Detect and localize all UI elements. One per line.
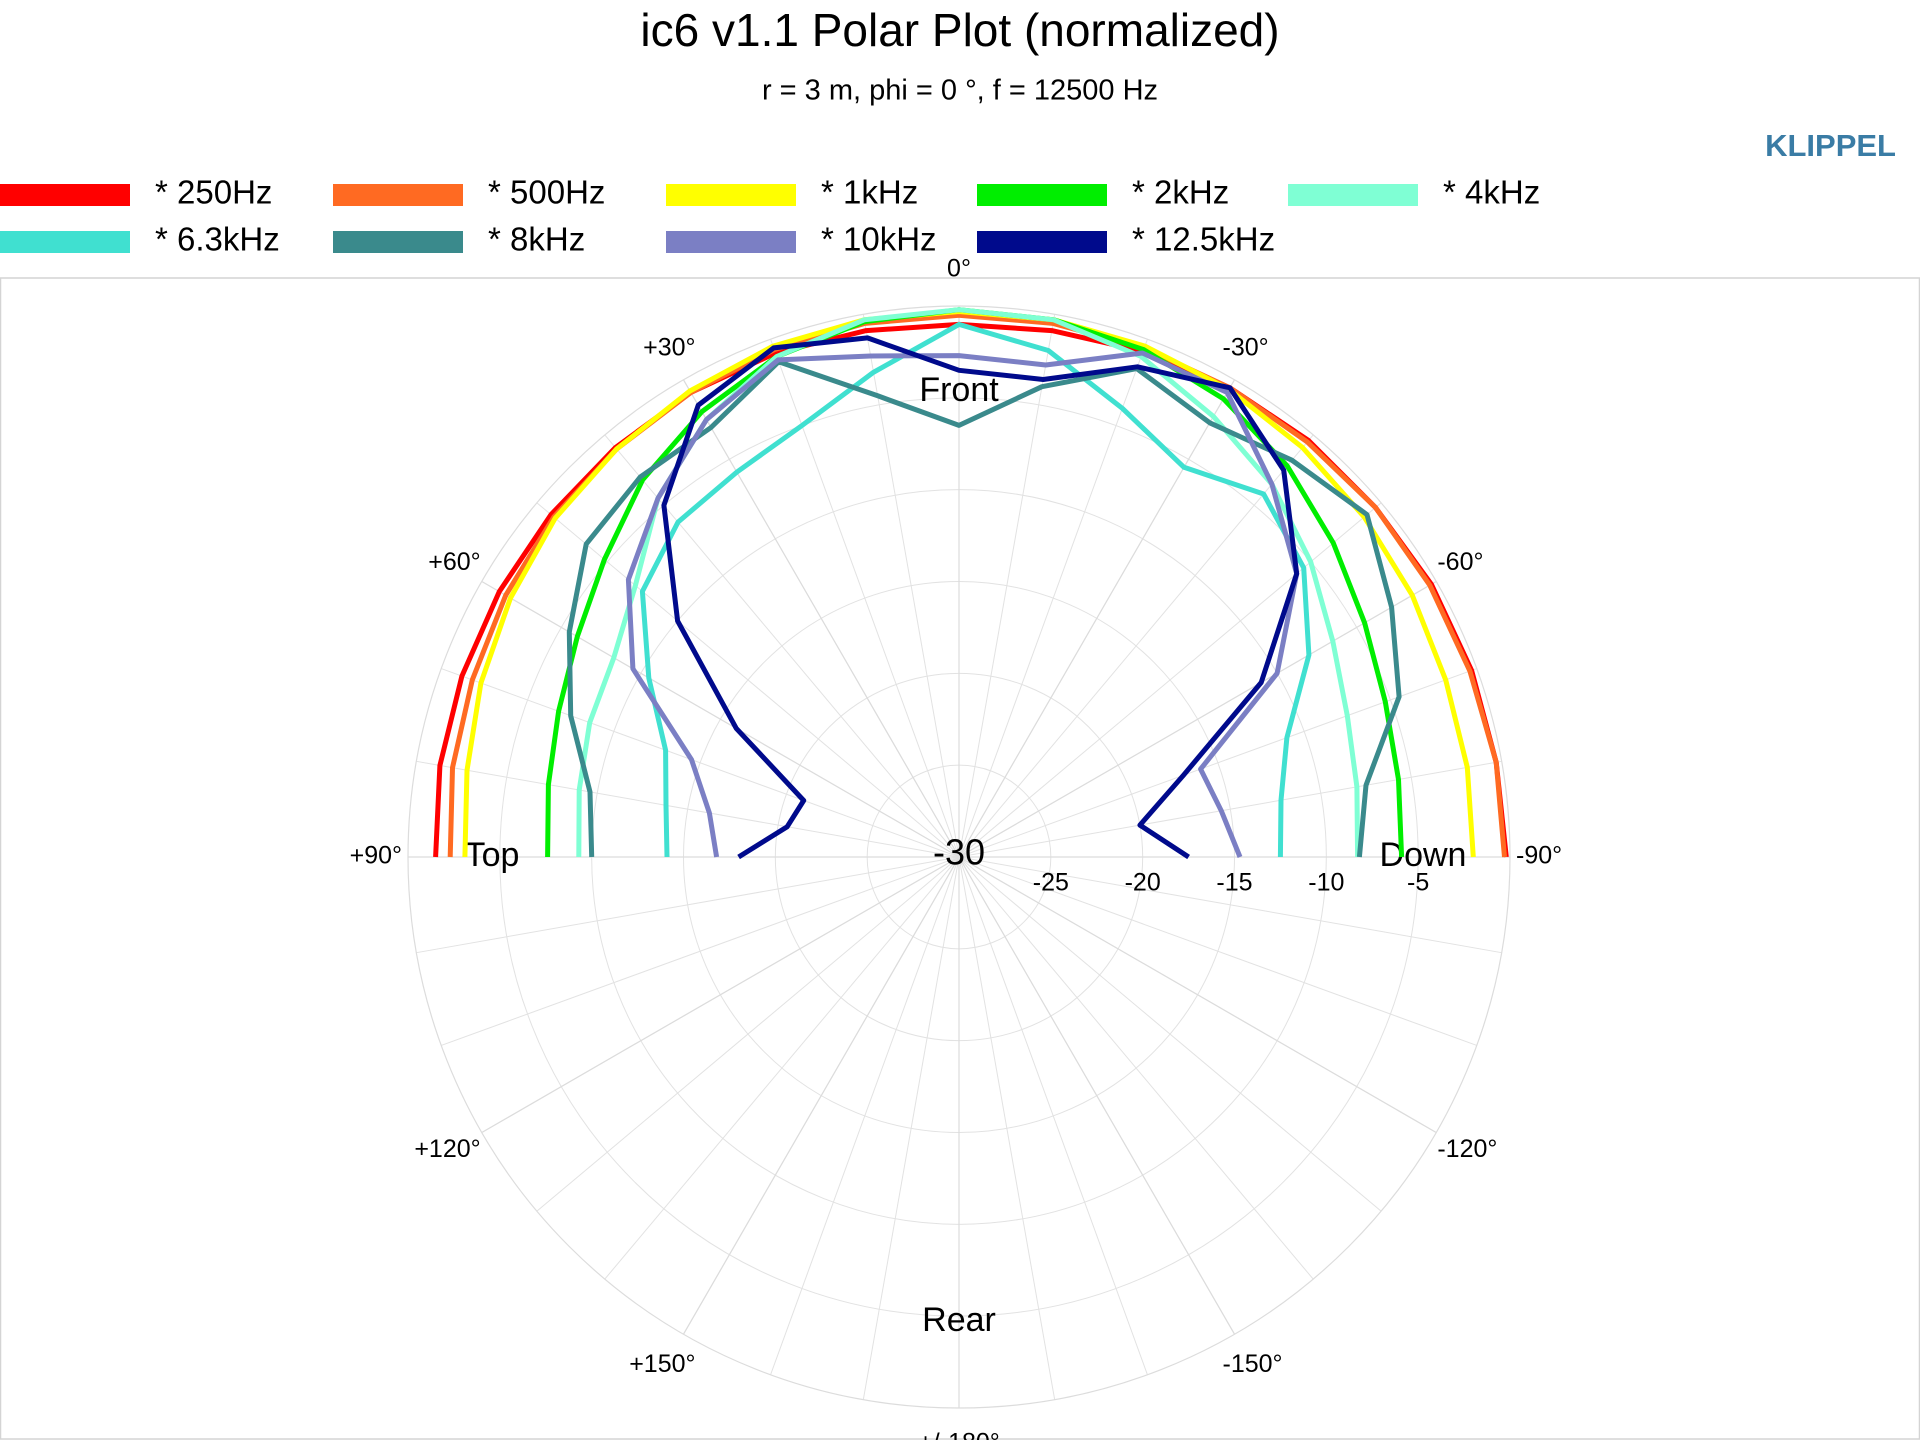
legend-swatch bbox=[333, 231, 463, 253]
series-line bbox=[447, 312, 1507, 858]
legend-label: * 4kHz bbox=[1443, 174, 1540, 211]
annotation-down: Down bbox=[1380, 836, 1467, 874]
series-line bbox=[639, 321, 1312, 858]
series-line bbox=[661, 335, 1300, 860]
grid-spoke bbox=[958, 379, 1236, 858]
radial-tick-label: -25 bbox=[1033, 869, 1069, 897]
radial-tick-label: -15 bbox=[1216, 869, 1252, 897]
legend-swatch bbox=[1288, 184, 1418, 206]
legend-swatch bbox=[0, 231, 130, 253]
angle-tick-label: +30° bbox=[643, 333, 695, 361]
series-line bbox=[566, 359, 1402, 858]
legend-label: * 2kHz bbox=[1132, 174, 1229, 211]
legend-label: * 10kHz bbox=[821, 221, 937, 258]
grid-spoke bbox=[682, 856, 960, 1335]
angle-tick-label: +150° bbox=[629, 1350, 695, 1378]
angle-tick-label: +/-180° bbox=[918, 1429, 1000, 1440]
angle-tick-label: -150° bbox=[1223, 1350, 1283, 1378]
grid-spoke bbox=[481, 856, 960, 1134]
series-line bbox=[576, 307, 1361, 858]
angle-tick-label: -120° bbox=[1437, 1135, 1497, 1163]
brand-label: KLIPPEL bbox=[1765, 128, 1896, 163]
angle-tick-label: 0° bbox=[947, 255, 971, 283]
legend-label: * 8kHz bbox=[488, 221, 585, 258]
grid-spoke bbox=[958, 856, 1437, 1134]
angle-tick-label: +60° bbox=[428, 548, 480, 576]
legend-swatch bbox=[666, 184, 796, 206]
radial-tick-label: -20 bbox=[1125, 869, 1161, 897]
legend-label: * 6.3kHz bbox=[155, 221, 280, 258]
legend-label: * 250Hz bbox=[155, 174, 272, 211]
radial-tick-label: -10 bbox=[1308, 869, 1344, 897]
grid-spoke bbox=[958, 856, 1236, 1335]
legend-swatch bbox=[977, 231, 1107, 253]
radial-tick-label: -30 bbox=[933, 832, 985, 873]
legend-label: * 1kHz bbox=[821, 174, 918, 211]
annotation-top: Top bbox=[465, 836, 520, 874]
grid-spoke bbox=[958, 580, 1437, 858]
annotation-front: Front bbox=[919, 371, 999, 409]
angle-tick-label: -90° bbox=[1516, 842, 1562, 870]
angle-tick-label: +120° bbox=[414, 1135, 480, 1163]
legend-swatch bbox=[666, 231, 796, 253]
chart-subtitle: r = 3 m, phi = 0 °, f = 12500 Hz bbox=[762, 75, 1158, 107]
angle-tick-label: -60° bbox=[1437, 548, 1483, 576]
legend-swatch bbox=[0, 184, 130, 206]
series-line bbox=[625, 350, 1300, 858]
radial-tick-label: -5 bbox=[1407, 869, 1429, 897]
legend-swatch bbox=[977, 184, 1107, 206]
legend-swatch bbox=[333, 184, 463, 206]
chart-title: ic6 v1.1 Polar Plot (normalized) bbox=[640, 4, 1279, 56]
grid-spoke bbox=[481, 580, 960, 858]
grid bbox=[407, 305, 1511, 1409]
legend-label: * 12.5kHz bbox=[1132, 221, 1275, 258]
legend-label: * 500Hz bbox=[488, 174, 605, 211]
angle-tick-label: +90° bbox=[350, 842, 402, 870]
annotation-rear: Rear bbox=[922, 1301, 996, 1339]
grid-spoke bbox=[682, 379, 960, 858]
angle-tick-label: -30° bbox=[1223, 333, 1269, 361]
